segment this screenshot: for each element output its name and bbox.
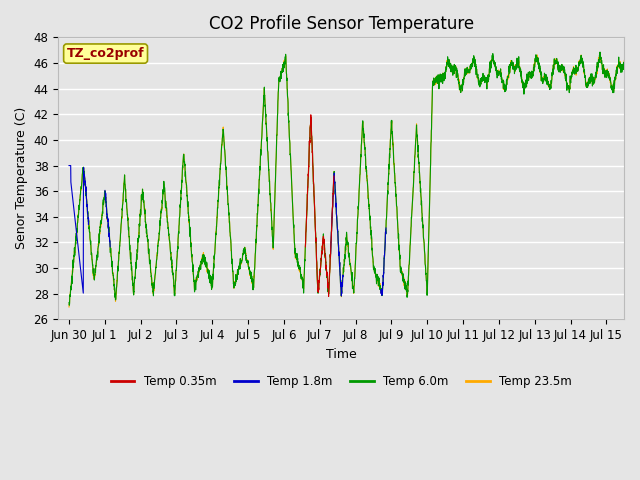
X-axis label: Time: Time [326, 348, 356, 360]
Legend: Temp 0.35m, Temp 1.8m, Temp 6.0m, Temp 23.5m: Temp 0.35m, Temp 1.8m, Temp 6.0m, Temp 2… [106, 370, 577, 393]
Y-axis label: Senor Temperature (C): Senor Temperature (C) [15, 107, 28, 250]
Text: TZ_co2prof: TZ_co2prof [67, 47, 145, 60]
Title: CO2 Profile Sensor Temperature: CO2 Profile Sensor Temperature [209, 15, 474, 33]
